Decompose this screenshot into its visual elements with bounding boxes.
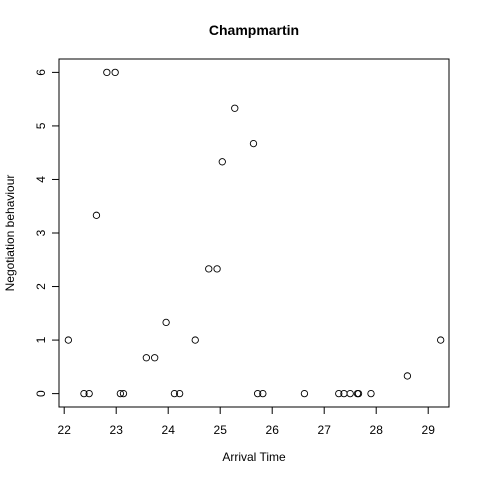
y-tick-label: 5 [34, 122, 48, 129]
data-point [162, 318, 170, 327]
x-tick-label: 26 [266, 423, 280, 437]
y-axis-label: Negotiation behaviour [3, 175, 17, 292]
x-tick-label: 29 [422, 423, 436, 437]
x-axis-label: Arrival Time [222, 450, 286, 464]
data-point [151, 354, 159, 362]
data-point [253, 389, 262, 398]
y-tick-label: 6 [34, 69, 48, 76]
chart-title: Champmartin [209, 22, 299, 38]
data-point [218, 158, 226, 166]
data-points [64, 68, 445, 398]
data-point [92, 211, 101, 219]
data-point [403, 372, 412, 380]
y-tick-label: 2 [34, 283, 48, 290]
y-tick-label: 3 [34, 229, 48, 236]
y-tick-label: 1 [34, 336, 48, 343]
x-tick-label: 27 [318, 423, 332, 437]
data-point [231, 104, 239, 112]
data-point [300, 389, 309, 398]
data-point [249, 139, 258, 148]
x-tick-label: 28 [370, 423, 384, 437]
data-point [103, 68, 111, 77]
data-point [85, 389, 93, 398]
data-point [119, 389, 128, 398]
data-point [111, 68, 119, 77]
x-tick-label: 23 [110, 423, 124, 437]
data-point [335, 389, 343, 398]
y-tick-label: 0 [34, 390, 48, 397]
x-tick-label: 24 [162, 423, 176, 437]
data-point [437, 336, 445, 344]
data-point [191, 336, 199, 344]
x-tick-label: 22 [58, 423, 72, 437]
data-point [354, 389, 363, 398]
data-point [142, 354, 151, 362]
data-point [213, 265, 221, 273]
plot-frame [58, 58, 450, 408]
data-point [259, 389, 267, 398]
x-axis: 22 23 24 25 26 27 28 29 [58, 407, 436, 437]
y-tick-label: 4 [34, 176, 48, 183]
data-point [64, 336, 73, 344]
data-point [175, 389, 184, 398]
data-point [346, 389, 354, 398]
y-axis: 0 1 2 3 4 5 6 [34, 69, 59, 397]
data-point [367, 389, 375, 398]
data-point [116, 389, 125, 398]
x-tick-label: 25 [214, 423, 228, 437]
data-point [170, 389, 179, 398]
data-point [80, 389, 88, 398]
data-point [205, 265, 213, 273]
